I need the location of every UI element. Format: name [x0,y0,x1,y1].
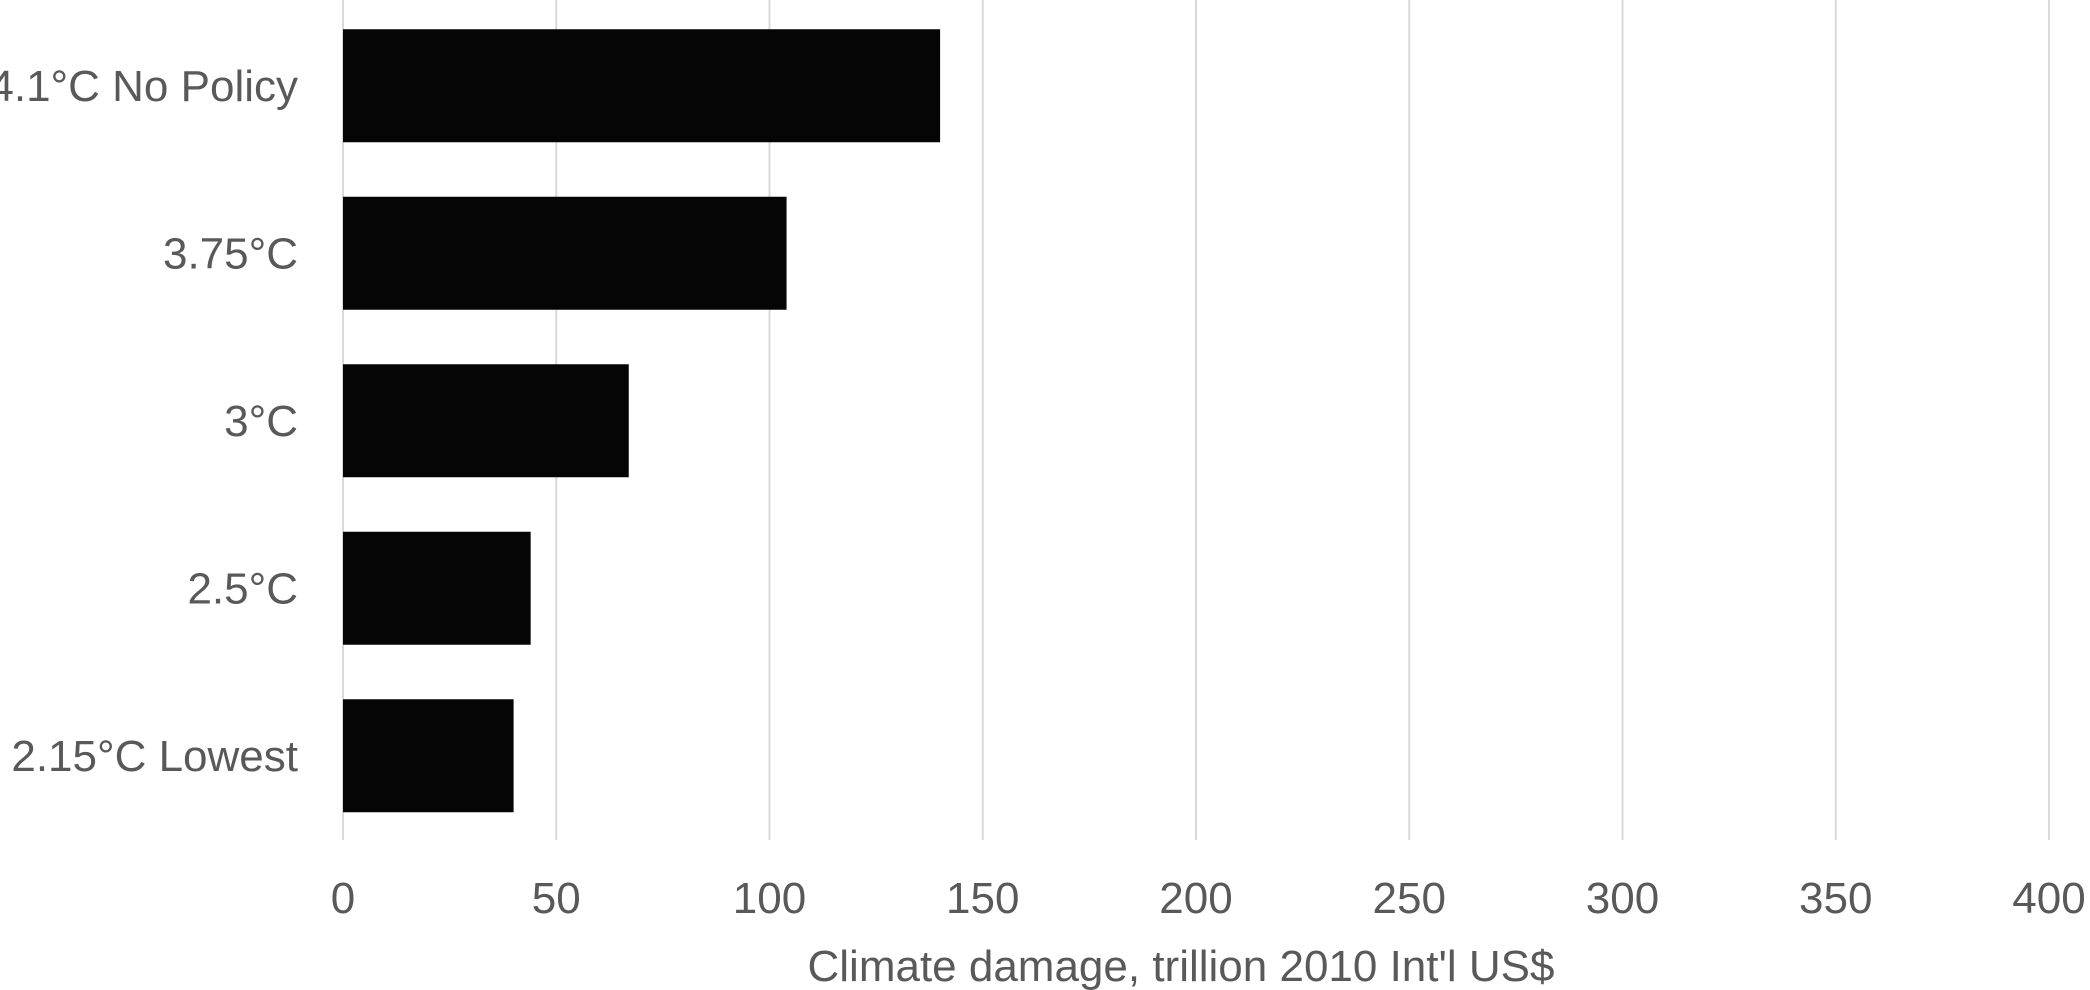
x-tick-label: 0 [331,874,355,923]
bar [343,699,514,813]
category-label: 3°C [224,397,298,446]
x-tick-label: 200 [1159,874,1232,923]
bar [343,196,787,310]
x-axis-title: Climate damage, trillion 2010 Int'l US$ [808,942,1555,990]
x-tick-label: 100 [733,874,806,923]
category-label: 2.5°C [187,564,298,613]
bar [343,531,531,645]
x-tick-label: 400 [2012,874,2085,923]
bars [343,29,941,813]
x-tick-labels: 0 50 100 150 200 250 300 350 400 [331,874,2086,923]
category-label: 3.75°C [163,229,298,278]
x-tick-label: 150 [946,874,1019,923]
x-tick-label: 50 [532,874,581,923]
category-label: 4.1°C No Policy [0,62,298,111]
x-tick-label: 250 [1373,874,1446,923]
x-tick-label: 300 [1586,874,1659,923]
category-label: 2.15°C Lowest [11,732,298,781]
category-labels: 4.1°C No Policy 3.75°C 3°C 2.5°C 2.15°C Lowe… [0,62,298,781]
x-tick-label: 350 [1799,874,1872,923]
bar [343,29,941,143]
bar [343,364,629,478]
